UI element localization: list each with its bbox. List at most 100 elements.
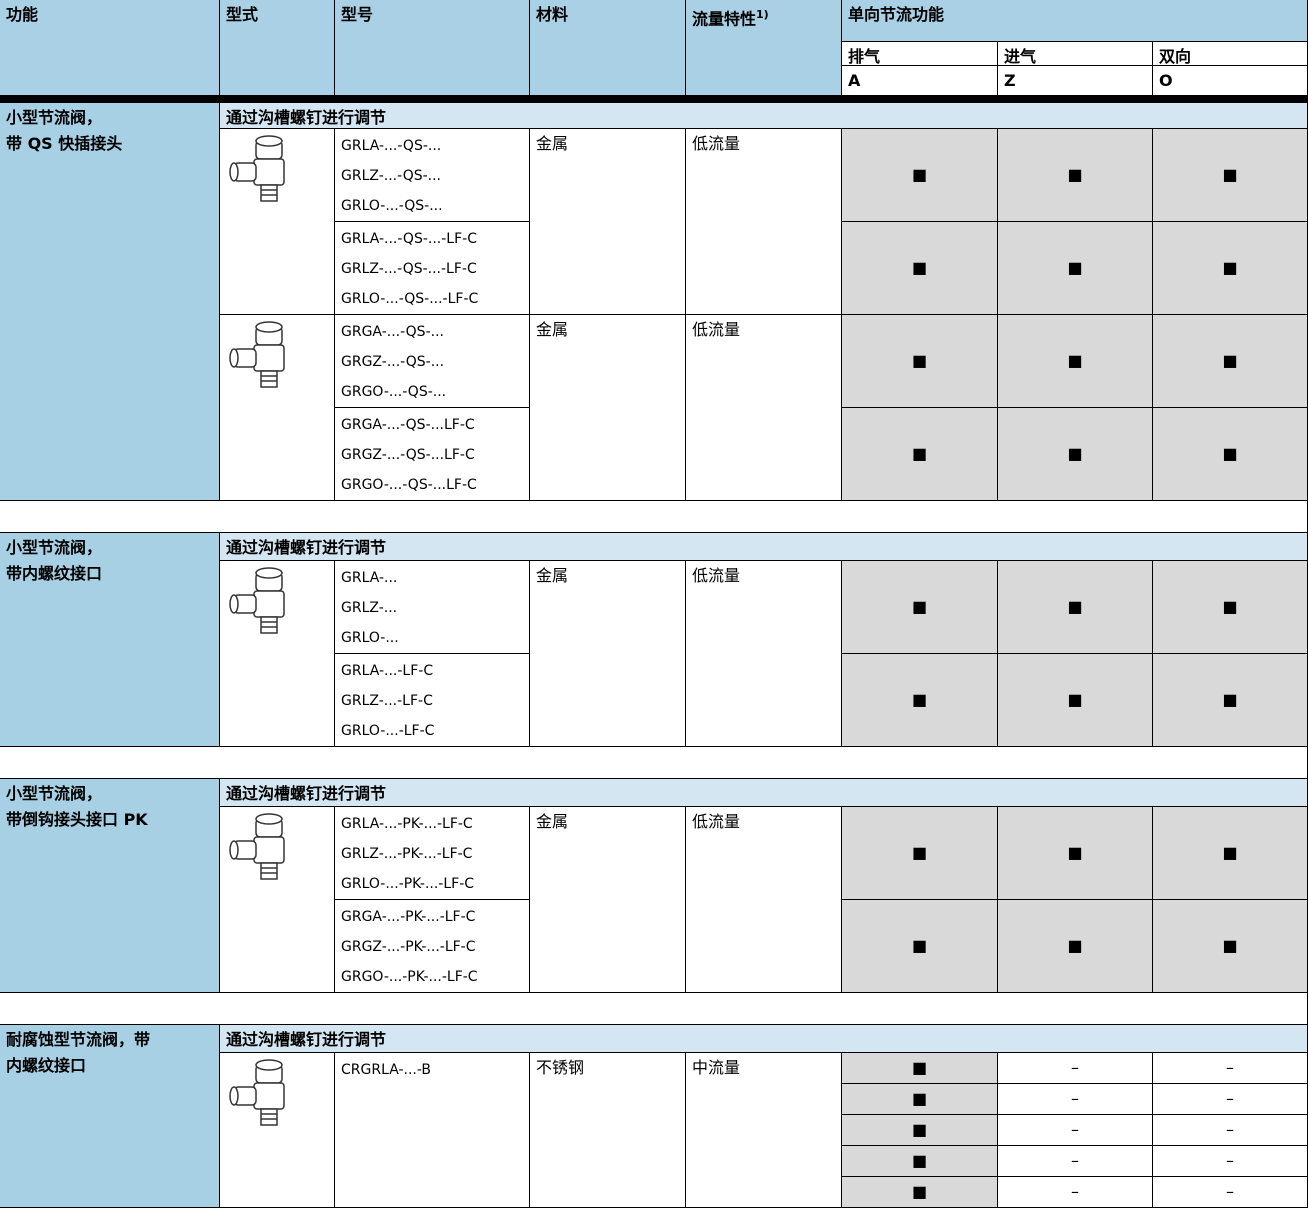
function-cell: 小型节流阀， 带内螺纹接口 [0,533,220,747]
mark: – [1071,1182,1079,1201]
function-text: 小型节流阀， [6,538,103,557]
adjust-text: 通过沟槽螺钉进行调节 [226,1030,387,1049]
model-cell: GRLA-...-LF-C GRLZ-...-LF-C GRLO-...-LF-C [335,654,530,747]
mark: – [1226,1182,1234,1201]
function-text: 小型节流阀， [6,784,103,803]
fitting-icon [229,1059,285,1126]
header-cell: 进气 [998,42,1153,66]
mark-cell: ■ [842,654,998,747]
mark-cell: ■ [842,315,998,408]
mark: ■ [1222,258,1238,277]
header-text: 双向 [1159,47,1192,66]
subheader: 通过沟槽螺钉进行调节 [220,533,1308,561]
mark-cell: ■ [998,654,1153,747]
mark-cell: – [1153,1177,1308,1208]
model-code: GRGZ-...-PK-...-LF-C [341,939,476,955]
function-cell: 耐腐蚀型节流阀，带 内螺纹接口 [0,1025,220,1208]
model-code: GRLO-... [341,630,399,646]
material-text: 金属 [536,320,569,339]
mark-cell: ■ [1153,807,1308,900]
model-cell: GRLA-...-PK-...-LF-C GRLZ-...-PK-...-LF-C… [335,807,530,900]
mark: – [1226,1089,1234,1108]
model-cell: GRLA-...-QS-... GRLZ-...-QS-... GRLO-...-Q… [335,129,530,222]
model-code: GRLO-...-QS-... [341,198,443,214]
flow-cell: 低流量 [686,561,842,747]
model-code: GRLZ-...-LF-C [341,693,433,709]
material-text: 金属 [536,812,569,831]
mark: ■ [1067,165,1083,184]
divider [0,96,1308,103]
header-cell: 单向节流功能 [842,0,1308,42]
header-text: 进气 [1004,47,1037,66]
mark: – [1071,1089,1079,1108]
header-text: 型号 [341,5,374,24]
blank-row [0,993,1308,1025]
mark-cell: ■ [842,408,998,501]
subheader: 通过沟槽螺钉进行调节 [220,1025,1308,1053]
mark-cell: ■ [842,222,998,315]
model-cell: GRGA-...-QS-... GRGZ-...-QS-... GRGO-...-Q… [335,315,530,408]
function-text: 小型节流阀， [6,108,103,127]
type-cell [220,1053,335,1208]
model-code: GRLO-...-LF-C [341,723,435,739]
model-code: GRGO-...-PK-...-LF-C [341,969,478,985]
model-code: GRGZ-...-QS-... [341,354,445,370]
mark-cell: – [1153,1053,1308,1084]
model-code: GRGA-...-QS-... [341,324,444,340]
subheader: 通过沟槽螺钉进行调节 [220,779,1308,807]
type-cell [220,129,335,315]
model-code: GRLO-...-QS-...-LF-C [341,291,479,307]
model-code: GRLZ-...-QS-... [341,168,441,184]
mark-cell: ■ [998,222,1153,315]
mark: ■ [1222,597,1238,616]
model-code: GRGZ-...-QS-...LF-C [341,447,475,463]
mark-cell: ■ [1153,561,1308,654]
footnote-mark: 1) [756,8,769,21]
mark: ■ [1222,444,1238,463]
header-text: O [1159,71,1173,90]
material-cell: 金属 [530,561,686,747]
mark-cell: ■ [1153,408,1308,501]
material-text: 金属 [536,134,569,153]
mark-cell: ■ [998,807,1153,900]
mark-cell: ■ [998,561,1153,654]
mark-cell: ■ [1153,222,1308,315]
mark: ■ [911,1120,928,1139]
header-text: 排气 [848,47,881,66]
fitting-icon [229,813,285,880]
mark-cell: ■ [842,900,998,993]
header-cell: 流量特性1) [686,0,842,96]
type-cell [220,807,335,993]
flow-text: 低流量 [692,812,741,831]
flow-cell: 低流量 [686,129,842,315]
type-cell [220,315,335,501]
model-code: GRLZ-...-QS-...-LF-C [341,261,477,277]
mark-cell: – [1153,1084,1308,1115]
mark-cell: – [1153,1146,1308,1177]
mark-cell: ■ [1153,129,1308,222]
mark: – [1071,1058,1079,1077]
mark-cell: ■ [842,807,998,900]
mark: – [1226,1058,1234,1077]
function-cell: 小型节流阀， 带 QS 快插接头 [0,103,220,501]
material-cell: 金属 [530,807,686,993]
mark-cell: – [998,1177,1153,1208]
flow-text: 中流量 [692,1058,741,1077]
subheader: 通过沟槽螺钉进行调节 [220,103,1308,129]
adjust-text: 通过沟槽螺钉进行调节 [226,784,387,803]
model-code: GRGO-...-QS-... [341,384,447,400]
mark-cell: ■ [1153,315,1308,408]
mark: ■ [911,1151,928,1170]
mark: ■ [1067,936,1083,955]
flow-text: 低流量 [692,566,741,585]
mark: ■ [911,351,928,370]
blank-row [0,747,1308,779]
function-text: 带内螺纹接口 [6,564,103,583]
header-cell: 型号 [335,0,530,96]
fitting-icon [229,567,285,634]
model-code: GRGA-...-PK-...-LF-C [341,909,476,925]
model-cell: GRLA-...-QS-...-LF-C GRLZ-...-QS-...-LF-C… [335,222,530,315]
mark-cell: ■ [842,1115,998,1146]
mark-cell: ■ [998,408,1153,501]
